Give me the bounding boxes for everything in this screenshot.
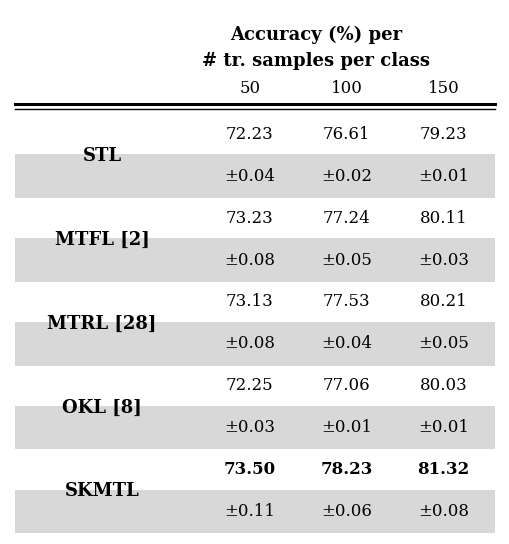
Text: ±0.01: ±0.01 <box>321 419 372 436</box>
Text: 150: 150 <box>427 79 459 97</box>
Text: 73.50: 73.50 <box>223 461 275 478</box>
Text: 77.53: 77.53 <box>322 293 370 311</box>
Text: SKMTL: SKMTL <box>65 482 139 500</box>
Text: ±0.05: ±0.05 <box>417 335 468 353</box>
Text: 79.23: 79.23 <box>419 126 467 143</box>
Text: ±0.01: ±0.01 <box>417 419 468 436</box>
Text: ±0.04: ±0.04 <box>321 335 372 353</box>
Text: ±0.03: ±0.03 <box>224 419 275 436</box>
Text: ±0.08: ±0.08 <box>417 503 468 520</box>
Text: ±0.08: ±0.08 <box>224 335 275 353</box>
Text: ±0.04: ±0.04 <box>224 168 275 185</box>
Text: 80.03: 80.03 <box>419 377 467 394</box>
Text: 80.11: 80.11 <box>419 209 467 227</box>
Text: MTFL [2]: MTFL [2] <box>54 231 149 249</box>
Text: 100: 100 <box>330 79 362 97</box>
Text: MTRL [28]: MTRL [28] <box>47 314 156 333</box>
Text: ±0.06: ±0.06 <box>321 503 372 520</box>
Text: 50: 50 <box>239 79 260 97</box>
Text: # tr. samples per class: # tr. samples per class <box>202 52 430 70</box>
Text: 73.23: 73.23 <box>225 209 273 227</box>
Text: 78.23: 78.23 <box>320 461 372 478</box>
Text: Accuracy (%) per: Accuracy (%) per <box>230 26 402 45</box>
Text: ±0.02: ±0.02 <box>321 168 372 185</box>
Text: 80.21: 80.21 <box>419 293 467 311</box>
Text: ±0.03: ±0.03 <box>417 251 468 269</box>
Text: ±0.01: ±0.01 <box>417 168 468 185</box>
Text: STL: STL <box>82 147 121 165</box>
Text: 73.13: 73.13 <box>225 293 273 311</box>
Text: 76.61: 76.61 <box>322 126 370 143</box>
Text: ±0.08: ±0.08 <box>224 251 275 269</box>
Text: 81.32: 81.32 <box>417 461 469 478</box>
Text: 72.23: 72.23 <box>225 126 273 143</box>
Text: 77.06: 77.06 <box>322 377 370 394</box>
Text: OKL [8]: OKL [8] <box>62 398 142 417</box>
Text: 77.24: 77.24 <box>322 209 370 227</box>
Text: 72.25: 72.25 <box>225 377 273 394</box>
Text: ±0.05: ±0.05 <box>321 251 372 269</box>
Text: ±0.11: ±0.11 <box>224 503 275 520</box>
